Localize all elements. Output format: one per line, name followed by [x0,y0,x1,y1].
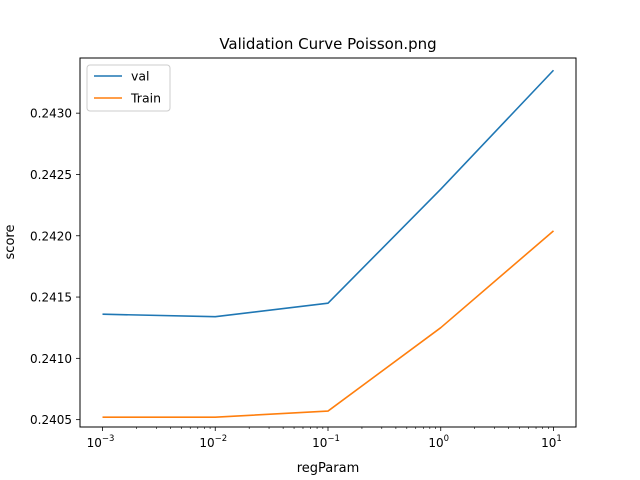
y-tick-label: 0.2410 [30,352,72,366]
series-layer [102,69,555,418]
y-axis-label: score [3,225,18,260]
y-axis: 0.2405 0.2410 0.2415 0.2420 0.2425 0.2430 [30,107,80,427]
x-axis: 10−3 10−2 10−1 100 101 [87,427,562,450]
x-tick-label: 10−1 [312,434,340,450]
legend-label-1: Train [130,91,161,106]
x-tick-label: 10−2 [199,434,227,450]
x-axis-label: regParam [297,461,360,476]
y-tick-label: 0.2420 [30,229,72,243]
y-tick-label: 0.2415 [30,291,72,305]
legend-label-0: val [131,69,150,84]
legend: val Train [86,64,171,112]
plot-frame [79,57,577,428]
series-line-0 [102,69,555,318]
x-tick-label: 101 [541,434,562,450]
y-tick-label: 0.2405 [30,413,72,427]
x-tick-label: 100 [428,434,449,450]
chart-title: Validation Curve Poisson.png [219,35,436,53]
y-tick-label: 0.2425 [30,168,72,182]
y-tick-label: 0.2430 [30,107,72,121]
x-tick-label: 10−3 [87,434,115,450]
series-line-1 [102,230,555,418]
